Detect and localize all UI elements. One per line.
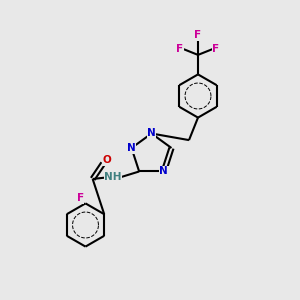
Text: F: F bbox=[212, 44, 220, 54]
Text: F: F bbox=[76, 193, 84, 203]
Text: N: N bbox=[160, 167, 168, 176]
Text: F: F bbox=[176, 44, 184, 54]
Text: N: N bbox=[127, 143, 136, 153]
Text: O: O bbox=[102, 155, 111, 165]
Text: F: F bbox=[194, 30, 202, 40]
Text: N: N bbox=[147, 128, 156, 139]
Text: NH: NH bbox=[104, 172, 122, 182]
